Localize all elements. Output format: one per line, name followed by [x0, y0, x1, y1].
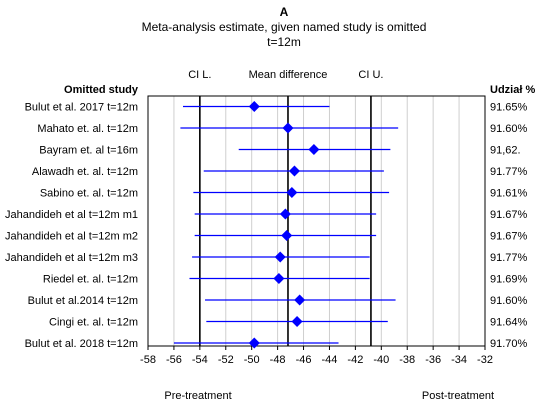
plot-frame [147, 95, 486, 347]
x-tick-label: -50 [244, 354, 260, 366]
label-mean-difference: Mean difference [249, 69, 328, 81]
study-label: Jahandideh et al t=12m m1 [5, 209, 138, 221]
study-label: Bayram et. al t=16m [39, 145, 138, 157]
x-tick-label: -58 [140, 354, 156, 366]
study-row: Bulut et al.2014 t=12m 91.60% [28, 294, 528, 307]
study-row: Bayram et. al t=16m 91,62. [39, 144, 521, 157]
x-tick-label: -46 [296, 354, 312, 366]
x-tick-label: -38 [399, 354, 415, 366]
study-label: Jahandideh et al t=12m m3 [5, 252, 138, 264]
grid-lines [173, 96, 460, 346]
estimate-marker [281, 230, 293, 241]
study-row: Alawadh et. al. t=12m 91.77% [32, 165, 528, 178]
study-label: Cingi et. al. t=12m [49, 317, 138, 329]
x-axis: -58 -56 -54 -52 -50 -48 -46 -44 -42 -40 -38 -36 -34-… [140, 346, 493, 366]
weight-value: 91.60% [490, 123, 528, 135]
x-tick-label: -34 [451, 354, 467, 366]
study-label: Bulut et al.2014 t=12m [28, 295, 138, 307]
weight-value: 91.67% [490, 231, 528, 243]
x-tick-label: -32 [477, 354, 493, 366]
x-tick-label: -48 [270, 354, 286, 366]
x-tick-label: -44 [322, 354, 338, 366]
study-label: Jahandideh et al t=12m m2 [5, 231, 138, 243]
study-label: Sabino et. al. t=12m [40, 188, 138, 200]
estimate-marker [294, 294, 306, 306]
weight-value: 91.77% [490, 252, 528, 264]
x-tick-label: -40 [373, 354, 389, 366]
footer-pre-treatment: Pre-treatment [164, 390, 231, 402]
study-row: Jahandideh et al t=12m m2 91.67% [5, 230, 528, 243]
weight-value: 91.67% [490, 209, 528, 221]
estimate-marker [279, 208, 291, 220]
header-weight: Udział % [490, 84, 535, 96]
study-label: Mahato et. al. t=12m [37, 123, 138, 135]
estimate-marker [308, 144, 320, 155]
weight-value: 91.77% [490, 166, 528, 178]
reference-lines [199, 96, 372, 346]
header-omitted-study: Omitted study [64, 84, 139, 96]
chart-title-line-1: Meta-analysis estimate, given named stud… [142, 20, 427, 34]
study-label: Alawadh et. al. t=12m [32, 166, 138, 178]
study-row: Sabino et. al. t=12m 91.61% [40, 187, 528, 200]
study-row: Riedel et. al. t=12m 91.69% [43, 273, 528, 286]
x-tick-label: -42 [347, 354, 363, 366]
study-rows: Bulut et al. 2017 t=12m 91.65% Mahato et. … [5, 101, 528, 350]
x-tick-label: -54 [192, 354, 208, 366]
weight-value: 91.69% [490, 274, 528, 286]
study-row: Mahato et. al. t=12m 91.60% [37, 122, 528, 135]
study-row: Jahandideh et al t=12m m1 91.67% [5, 208, 528, 221]
estimate-marker [282, 122, 294, 134]
weight-value: 91.60% [490, 295, 528, 307]
study-row: Cingi et. al. t=12m 91.64% [49, 316, 528, 329]
estimate-marker [274, 251, 286, 263]
estimate-marker [288, 165, 300, 177]
chart-title-line-2: t=12m [267, 35, 301, 49]
estimate-marker [248, 101, 260, 112]
study-label: Bulut et al. 2018 t=12m [25, 338, 138, 350]
weight-value: 91,62. [490, 145, 521, 157]
study-row: Bulut et al. 2018 t=12m 91.70% [25, 337, 528, 350]
label-ci-lower: CI L. [188, 69, 211, 81]
weight-value: 91.65% [490, 102, 528, 114]
weight-value: 91.70% [490, 338, 528, 350]
study-row: Bulut et al. 2017 t=12m 91.65% [25, 101, 528, 114]
weight-value: 91.64% [490, 317, 528, 329]
estimate-marker [286, 187, 298, 198]
x-tick-label: -52 [218, 354, 234, 366]
weight-value: 91.61% [490, 188, 528, 200]
x-tick-label: -56 [166, 354, 182, 366]
footer-post-treatment: Post-treatment [422, 390, 494, 402]
label-ci-upper: CI U. [358, 69, 383, 81]
estimate-marker [248, 337, 260, 349]
panel-label: A [280, 5, 289, 19]
study-label: Bulut et al. 2017 t=12m [25, 102, 138, 114]
study-row: Jahandideh et al t=12m m3 91.77% [5, 251, 528, 264]
estimate-marker [291, 316, 303, 327]
x-tick-label: -36 [425, 354, 441, 366]
estimate-marker [273, 273, 285, 284]
study-label: Riedel et. al. t=12m [43, 274, 138, 286]
